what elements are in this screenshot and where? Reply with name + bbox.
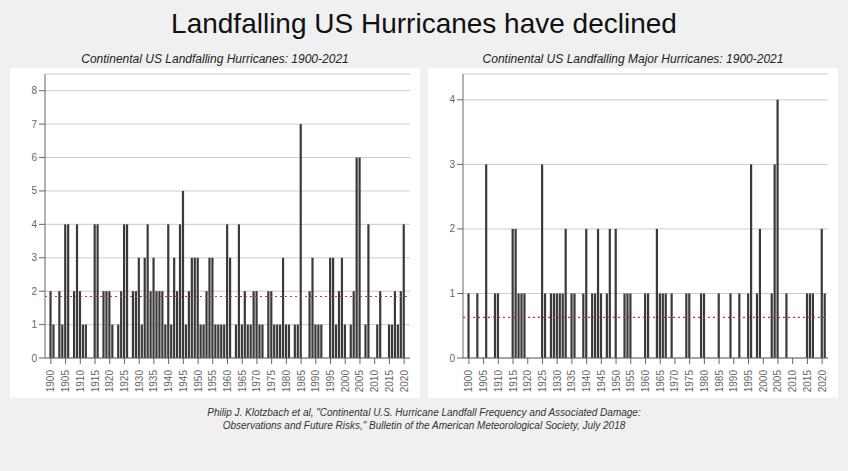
svg-text:1965: 1965 xyxy=(237,370,248,393)
svg-text:1910: 1910 xyxy=(493,370,504,393)
svg-text:2005: 2005 xyxy=(354,370,365,393)
svg-text:1920: 1920 xyxy=(104,370,115,393)
svg-text:1930: 1930 xyxy=(552,370,563,393)
svg-text:2020: 2020 xyxy=(399,370,410,393)
svg-text:1935: 1935 xyxy=(566,370,577,393)
svg-text:1985: 1985 xyxy=(714,370,725,393)
svg-text:1980: 1980 xyxy=(281,370,292,393)
svg-text:2015: 2015 xyxy=(802,370,813,393)
svg-text:3: 3 xyxy=(449,159,455,170)
svg-text:2010: 2010 xyxy=(369,370,380,393)
svg-text:1900: 1900 xyxy=(45,370,56,393)
svg-text:1990: 1990 xyxy=(310,370,321,393)
svg-text:1995: 1995 xyxy=(743,370,754,393)
svg-text:4: 4 xyxy=(449,94,455,105)
svg-text:1930: 1930 xyxy=(134,370,145,393)
svg-text:1960: 1960 xyxy=(222,370,233,393)
svg-text:1985: 1985 xyxy=(296,370,307,393)
svg-text:1980: 1980 xyxy=(699,370,710,393)
svg-text:4: 4 xyxy=(31,219,37,230)
svg-text:1970: 1970 xyxy=(251,370,262,393)
svg-text:2000: 2000 xyxy=(340,370,351,393)
svg-text:0: 0 xyxy=(31,353,37,364)
svg-text:1: 1 xyxy=(31,319,37,330)
svg-text:2: 2 xyxy=(449,223,455,234)
svg-text:1935: 1935 xyxy=(148,370,159,393)
svg-text:1975: 1975 xyxy=(266,370,277,393)
html-text:Continental US Landfalling Hur: Continental US Landfalling Hurricanes: 1… xyxy=(81,52,349,66)
svg-text:1950: 1950 xyxy=(611,370,622,393)
svg-text:1960: 1960 xyxy=(640,370,651,393)
svg-text:1905: 1905 xyxy=(60,370,71,393)
svg-text:1995: 1995 xyxy=(325,370,336,393)
svg-text:1920: 1920 xyxy=(522,370,533,393)
svg-text:2020: 2020 xyxy=(817,370,828,393)
svg-text:2000: 2000 xyxy=(758,370,769,393)
svg-text:2005: 2005 xyxy=(772,370,783,393)
html-text:Observations and Future Risks,: Observations and Future Risks," Bulletin… xyxy=(222,420,626,431)
svg-text:1955: 1955 xyxy=(625,370,636,393)
svg-text:3: 3 xyxy=(31,252,37,263)
svg-text:2015: 2015 xyxy=(384,370,395,393)
svg-text:1925: 1925 xyxy=(119,370,130,393)
svg-text:1970: 1970 xyxy=(669,370,680,393)
html-text:Philip J. Klotzbach et al, "Co: Philip J. Klotzbach et al, "Continental … xyxy=(207,407,641,418)
svg-text:1940: 1940 xyxy=(581,370,592,393)
svg-text:2010: 2010 xyxy=(787,370,798,393)
svg-text:1905: 1905 xyxy=(478,370,489,393)
html-text:Landfalling US Hurricanes have: Landfalling US Hurricanes have declined xyxy=(171,8,677,39)
svg-text:1990: 1990 xyxy=(728,370,739,393)
svg-text:1975: 1975 xyxy=(684,370,695,393)
svg-text:1925: 1925 xyxy=(537,370,548,393)
svg-text:1910: 1910 xyxy=(75,370,86,393)
svg-text:5: 5 xyxy=(31,185,37,196)
svg-text:1950: 1950 xyxy=(193,370,204,393)
svg-text:6: 6 xyxy=(31,152,37,163)
svg-text:0: 0 xyxy=(449,353,455,364)
svg-text:1915: 1915 xyxy=(508,370,519,393)
svg-text:8: 8 xyxy=(31,85,37,96)
svg-text:1940: 1940 xyxy=(163,370,174,393)
svg-text:1: 1 xyxy=(449,288,455,299)
svg-text:1945: 1945 xyxy=(178,370,189,393)
svg-text:1900: 1900 xyxy=(463,370,474,393)
svg-text:1955: 1955 xyxy=(207,370,218,393)
html-text:Continental US Landfalling Maj: Continental US Landfalling Major Hurrica… xyxy=(482,52,784,66)
svg-text:7: 7 xyxy=(31,119,37,130)
svg-text:2: 2 xyxy=(31,286,37,297)
svg-text:1915: 1915 xyxy=(90,370,101,393)
svg-text:1945: 1945 xyxy=(596,370,607,393)
svg-text:1965: 1965 xyxy=(655,370,666,393)
